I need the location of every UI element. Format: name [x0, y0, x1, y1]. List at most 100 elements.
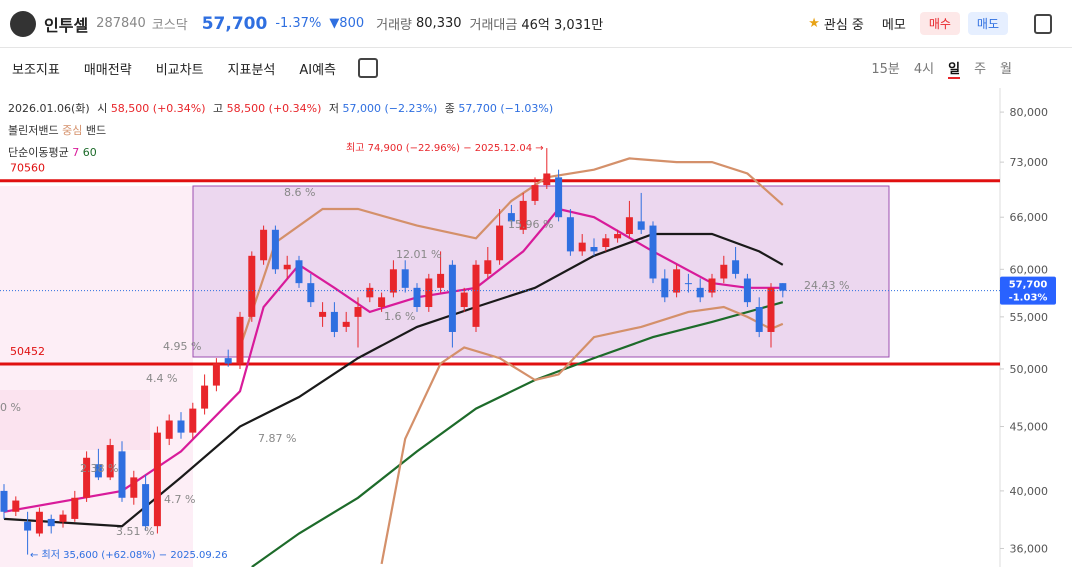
- candle-body: [425, 278, 433, 308]
- plot: 36,000 40,000 45,000 50,000 55,000 60,000 66,0…: [0, 106, 1048, 567]
- tool-button[interactable]: 지표분석: [227, 62, 276, 78]
- candle-body: [12, 500, 20, 512]
- pct-label: 7.87 %: [258, 432, 296, 445]
- memo-button[interactable]: 메모: [881, 18, 906, 33]
- candle-body: [590, 246, 598, 252]
- low: 57,000 (−2.23%): [342, 102, 438, 115]
- pct-label: 1.6 %: [384, 310, 415, 323]
- candle-body: [130, 477, 138, 498]
- pct-label: 3.51 %: [116, 525, 154, 538]
- candle-body: [448, 264, 456, 332]
- period-button[interactable]: 주: [974, 61, 987, 77]
- candle-body: [177, 420, 185, 433]
- candle-body: [35, 511, 43, 534]
- candle-body: [378, 297, 386, 308]
- tool-button[interactable]: 비교차트: [155, 62, 204, 78]
- candle-body: [389, 269, 397, 293]
- bb-legend: 볼린저밴드 중심 밴드: [8, 122, 106, 138]
- period-button[interactable]: 15분: [871, 61, 900, 77]
- candle-body: [755, 307, 763, 332]
- indicator-line: [238, 157, 784, 348]
- label: 저: [328, 102, 340, 115]
- change: ▼800: [329, 16, 365, 31]
- candle-body: [720, 264, 728, 279]
- candle-body: [519, 200, 527, 230]
- ma-label: 단순이동평균: [8, 146, 69, 159]
- y-tick-label: 36,000: [1010, 542, 1049, 555]
- candle-body: [708, 278, 716, 293]
- date: 2026.01.06(화): [8, 102, 90, 115]
- buy-button[interactable]: 매수: [919, 12, 960, 35]
- tool-button[interactable]: 매매전략: [83, 62, 132, 78]
- candle-body: [366, 287, 374, 298]
- candle-body: [248, 255, 256, 317]
- candle-body: [201, 385, 209, 409]
- indicator-line: [3, 232, 784, 528]
- period-button[interactable]: 일: [948, 58, 961, 79]
- candle-body: [330, 311, 338, 332]
- candle-body: [142, 484, 150, 527]
- candle-body: [342, 321, 350, 327]
- logo: [10, 10, 36, 37]
- layout-button[interactable]: [1034, 13, 1052, 34]
- candle-body: [602, 238, 610, 247]
- ma-long: 60: [82, 146, 97, 159]
- close: 57,700 (−1.03%): [458, 102, 554, 115]
- candle-body: [236, 316, 244, 364]
- candle-body: [614, 234, 622, 239]
- candle-body: [566, 217, 574, 252]
- high: 58,500 (+0.34%): [226, 102, 322, 115]
- y-tick-label: 80,000: [1010, 106, 1049, 119]
- candle-body: [578, 242, 586, 252]
- y-tick-label: 40,000: [1010, 485, 1049, 498]
- candle-body: [83, 457, 91, 498]
- candle-body: [625, 217, 633, 235]
- price-marker-label: 57,700: [1009, 280, 1048, 291]
- pct-label: 12.01 %: [396, 248, 441, 261]
- label: 시: [97, 102, 108, 115]
- watch-button[interactable]: 관심 중: [823, 18, 864, 33]
- candle-body: [496, 225, 504, 261]
- tool-button[interactable]: AI예측: [299, 62, 337, 78]
- candle-body: [283, 264, 291, 270]
- candle-body: [649, 225, 657, 279]
- pct-label: 0 %: [0, 401, 21, 414]
- bb-center: 중심: [62, 124, 83, 137]
- period-button[interactable]: 4시: [913, 61, 935, 77]
- candle-body: [555, 177, 563, 218]
- candle-body: [106, 445, 114, 478]
- candle-body: [307, 283, 315, 303]
- candle-body: [24, 521, 32, 531]
- candle-body: [472, 264, 480, 327]
- period-button[interactable]: 월: [1000, 61, 1012, 77]
- tool-button[interactable]: 보조지표: [12, 62, 60, 78]
- y-tick-label: 55,000: [1010, 311, 1049, 324]
- amount-label: 거래대금: [469, 18, 518, 33]
- candle-body: [460, 292, 468, 308]
- candle-body: [531, 185, 539, 201]
- label: 종: [444, 102, 455, 115]
- volume-profile: [0, 390, 150, 450]
- toggle[interactable]: [358, 58, 379, 78]
- star-icon: ★: [808, 16, 820, 31]
- candle-body: [295, 260, 303, 284]
- y-tick-label: 66,000: [1010, 211, 1049, 224]
- candle-body: [71, 497, 79, 519]
- level-label: 50452: [10, 345, 45, 358]
- ma-short: 7: [72, 146, 80, 159]
- sell-button[interactable]: 매도: [967, 12, 1008, 35]
- candle-body: [413, 287, 421, 308]
- pct-label: 15.96 %: [508, 218, 553, 231]
- candle-body: [673, 269, 681, 293]
- candle-body: [543, 173, 551, 186]
- y-tick-label: 60,000: [1010, 263, 1049, 276]
- pct-label: 24.43 %: [804, 279, 849, 292]
- candle-body: [319, 311, 327, 317]
- pct-label: 4.7 %: [164, 493, 195, 506]
- candle-body: [0, 490, 8, 512]
- level-label: 70560: [10, 162, 45, 175]
- low-annotation: ← 최저 35,600 (+62.08%) − 2025.09.26: [30, 549, 228, 561]
- market: 코스닥: [151, 18, 188, 33]
- candle-body: [354, 307, 362, 317]
